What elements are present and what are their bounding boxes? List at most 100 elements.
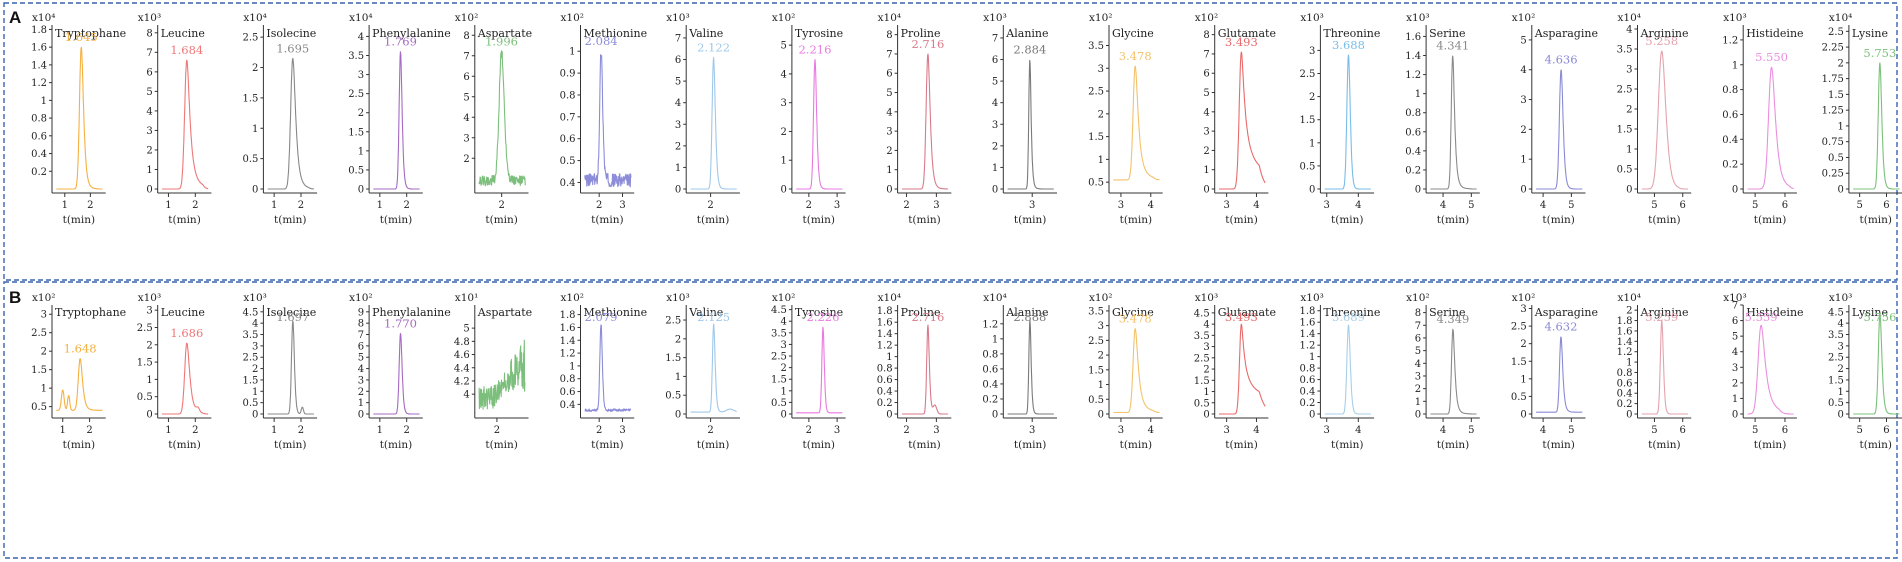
chart-title: Serine bbox=[1429, 306, 1465, 319]
y-tick-label: 1 bbox=[781, 156, 787, 167]
y-tick-label: 0.8 bbox=[1617, 368, 1633, 379]
y-tick-label: 1.5 bbox=[1828, 375, 1844, 386]
y-tick-label: 3 bbox=[358, 70, 364, 81]
y-multiplier-label: x10³ bbox=[1300, 292, 1324, 304]
chart-a-aspartate: x10² Aspartate 2 3 4 5 6 7 8 2 t(min) 1.996 bbox=[455, 12, 532, 226]
chromatogram-trace bbox=[161, 342, 209, 415]
x-tick-label: 2 bbox=[404, 425, 410, 436]
y-tick-label: 1 bbox=[886, 352, 892, 363]
y-multiplier-label: x10³ bbox=[1406, 12, 1430, 24]
y-tick-label: 1.5 bbox=[1828, 90, 1844, 101]
y-tick-label: 1.5 bbox=[242, 375, 258, 386]
chart-title: Leucine bbox=[161, 27, 205, 40]
y-tick-label: 0.6 bbox=[560, 134, 576, 145]
y-tick-label: 8 bbox=[358, 319, 364, 330]
y-tick-label: 1 bbox=[1520, 155, 1526, 166]
y-tick-label: 0.5 bbox=[137, 392, 153, 403]
y-multiplier-label: x10⁴ bbox=[243, 12, 267, 24]
x-tick-label: 2 bbox=[86, 425, 92, 436]
y-tick-label: 1 bbox=[1732, 60, 1738, 71]
y-tick-label: 4 bbox=[886, 107, 892, 118]
y-tick-label: 0.5 bbox=[771, 398, 787, 409]
y-tick-label: 4 bbox=[252, 319, 258, 330]
y-multiplier-label: x10² bbox=[1406, 292, 1430, 304]
y-tick-label: 0 bbox=[1203, 410, 1209, 421]
x-tick-label: 3 bbox=[619, 200, 625, 211]
x-tick-label: 3 bbox=[1029, 425, 1035, 436]
y-tick-label: 1.5 bbox=[771, 375, 787, 386]
x-axis-label: t(min) bbox=[1014, 439, 1047, 451]
x-tick-label: 5 bbox=[1568, 425, 1574, 436]
y-tick-label: 0 bbox=[1520, 410, 1526, 421]
x-tick-label: 1 bbox=[62, 200, 68, 211]
chart-a-alanine: x10³ Alanine 0 1 2 3 4 5 6 7 3 t(min) 2.884 bbox=[983, 12, 1057, 226]
chromatogram-trace bbox=[1324, 324, 1372, 415]
x-tick-label: 6 bbox=[1680, 425, 1686, 436]
y-tick-label: 2 bbox=[1732, 378, 1738, 389]
y-tick-label: 1.5 bbox=[1088, 365, 1104, 376]
y-tick-label: 0.5 bbox=[1511, 392, 1527, 403]
chromatogram-trace bbox=[1852, 313, 1900, 415]
y-tick-label: 5 bbox=[463, 324, 469, 335]
chart-title: Threonine bbox=[1323, 27, 1380, 40]
y-tick-label: 1.6 bbox=[1405, 32, 1421, 43]
y-tick-label: 0 bbox=[252, 185, 258, 196]
y-tick-label: 3 bbox=[992, 120, 998, 131]
x-axis-label: t(min) bbox=[803, 439, 836, 451]
chromatogram-trace bbox=[795, 326, 843, 414]
chart-a-phenylalanine: x10⁴ Phenylalanine 0 0.5 1 1.5 2 2.5 3 3.5 4 1 2 t(mi… bbox=[348, 12, 451, 226]
chart-b-lysine: x10³ Lysine 00.511.522.533.544.5 5 6 t(min) 5.… bbox=[1828, 292, 1902, 451]
chart-title: Tyrosine bbox=[795, 306, 843, 319]
y-multiplier-label: x10² bbox=[561, 12, 585, 24]
chromatogram-trace bbox=[267, 57, 315, 190]
y-tick-label: 2.5 bbox=[137, 323, 153, 334]
y-tick-label: 2.25 bbox=[1822, 43, 1844, 54]
x-tick-label: 5 bbox=[1752, 200, 1758, 211]
y-tick-label: 2.5 bbox=[1088, 87, 1104, 98]
y-tick-label: 1.4 bbox=[1405, 51, 1421, 62]
retention-time-label: 1.769 bbox=[384, 35, 417, 49]
y-tick-label: 0.2 bbox=[31, 167, 47, 178]
y-tick-label: 4 bbox=[1415, 359, 1421, 370]
y-tick-label: 6 bbox=[146, 67, 152, 78]
x-axis-label: t(min) bbox=[908, 214, 941, 226]
x-tick-label: 3 bbox=[1223, 200, 1229, 211]
y-tick-label: 2.5 bbox=[1511, 322, 1527, 333]
y-tick-label: 6 bbox=[675, 55, 681, 66]
y-tick-label: 0 bbox=[252, 410, 258, 421]
chart-title: Tryptophane bbox=[55, 306, 126, 319]
chart-title: Proline bbox=[901, 27, 941, 40]
retention-time-label: 1.770 bbox=[384, 316, 417, 330]
y-tick-label: 5 bbox=[1415, 346, 1421, 357]
x-tick-label: 3 bbox=[1118, 200, 1124, 211]
y-tick-label: 2 bbox=[675, 141, 681, 152]
y-tick-label: 0.2 bbox=[1405, 165, 1421, 176]
chart-title: Phenylalanine bbox=[372, 306, 451, 319]
y-tick-label: 0.6 bbox=[31, 131, 47, 142]
y-tick-label: 1 bbox=[781, 386, 787, 397]
y-tick-label: 1.2 bbox=[1617, 347, 1633, 358]
y-tick-label: 0.4 bbox=[1722, 135, 1738, 146]
y-tick-label: 4.2 bbox=[454, 376, 470, 387]
y-tick-label: 1 bbox=[886, 165, 892, 176]
x-tick-label: 5 bbox=[1651, 425, 1657, 436]
x-axis-label: t(min) bbox=[380, 439, 413, 451]
chart-title: Histideine bbox=[1746, 27, 1803, 40]
retention-time-label: 1.648 bbox=[64, 342, 97, 356]
retention-time-label: 2.122 bbox=[697, 40, 730, 54]
y-tick-label: 0.8 bbox=[1722, 85, 1738, 96]
y-tick-label: 1.5 bbox=[242, 93, 258, 104]
chart-title: Valine bbox=[688, 306, 723, 319]
y-tick-label: 2 bbox=[1838, 364, 1844, 375]
y-tick-label: 3 bbox=[146, 306, 152, 317]
chart-a-tyrosine: x10² Tyrosine 0 1 2 3 4 5 2 3 t(min) 2.216 bbox=[772, 12, 846, 226]
y-tick-label: 5 bbox=[781, 41, 787, 52]
y-multiplier-label: x10⁴ bbox=[349, 12, 373, 24]
y-tick-label: 1.5 bbox=[1088, 132, 1104, 143]
y-tick-label: 1 bbox=[41, 96, 47, 107]
y-tick-label: 7 bbox=[992, 33, 998, 44]
y-tick-label: 7 bbox=[146, 48, 152, 59]
y-multiplier-label: x10³ bbox=[666, 12, 690, 24]
chromatogram-trace bbox=[1535, 69, 1583, 190]
y-tick-label: 1 bbox=[992, 334, 998, 345]
